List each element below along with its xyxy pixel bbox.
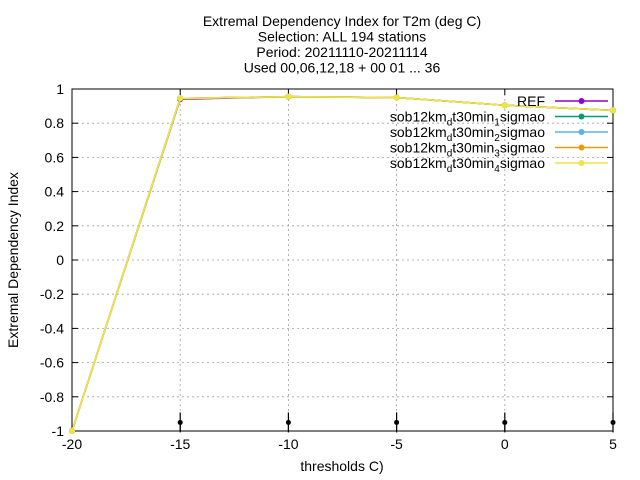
series-point-4 bbox=[177, 95, 184, 102]
y-tick-label: 0.6 bbox=[45, 149, 65, 165]
axes-labels: thresholds C) Extremal Dependency Index bbox=[5, 172, 384, 474]
series-lines bbox=[69, 93, 616, 434]
legend-label-4: sob12kmdt30min4sigmao bbox=[390, 155, 545, 175]
series-point-4 bbox=[285, 93, 292, 100]
x-tick-label: 5 bbox=[609, 436, 617, 452]
legend-label-0: REF bbox=[517, 93, 545, 109]
legend-sample-point-3 bbox=[578, 144, 585, 151]
legend-label-2: sob12kmdt30min2sigmao bbox=[390, 124, 545, 144]
legend: REFsob12kmdt30min1sigmaosob12kmdt30min2s… bbox=[390, 93, 608, 175]
y-tick-label: -0.6 bbox=[40, 355, 64, 371]
y-tick-label: -0.4 bbox=[40, 320, 64, 336]
x-tick-label: -15 bbox=[170, 436, 190, 452]
y-tick-label: 0 bbox=[56, 252, 64, 268]
x-tick-label: -10 bbox=[278, 436, 298, 452]
threshold-marker-point bbox=[610, 419, 616, 425]
title-line-3: Period: 20211110-20211114 bbox=[256, 44, 427, 60]
y-tick-label: 0.4 bbox=[45, 184, 65, 200]
y-tick-label: 0.2 bbox=[45, 218, 65, 234]
series-point-4 bbox=[393, 94, 400, 101]
title-line-2: Selection: ALL 194 stations bbox=[258, 29, 426, 45]
legend-sample-point-2 bbox=[578, 129, 585, 135]
y-tick-label: -0.8 bbox=[40, 389, 64, 405]
legend-sample-point-4 bbox=[578, 160, 585, 166]
series-point-4 bbox=[69, 428, 75, 434]
legend-sample-point-0 bbox=[578, 98, 585, 104]
legend-sample-point-1 bbox=[578, 113, 585, 120]
threshold-marker-point bbox=[502, 419, 508, 425]
y-tick-label: 1 bbox=[56, 81, 64, 97]
y-tick-label: -1 bbox=[52, 423, 65, 439]
grid-lines bbox=[72, 89, 613, 431]
x-axis-label: thresholds C) bbox=[300, 458, 383, 474]
y-tick-label: 0.8 bbox=[45, 115, 65, 131]
threshold-marker-point bbox=[394, 419, 400, 425]
legend-label-3: sob12kmdt30min3sigmao bbox=[390, 140, 545, 160]
title-line-1: Extremal Dependency Index for T2m (deg C… bbox=[203, 13, 481, 29]
series-line-4 bbox=[71, 95, 614, 432]
x-tick-label: -20 bbox=[62, 436, 82, 452]
chart-title: Extremal Dependency Index for T2m (deg C… bbox=[203, 13, 481, 76]
y-axis-label: Extremal Dependency Index bbox=[5, 172, 21, 348]
x-tick-label: -5 bbox=[390, 436, 403, 452]
threshold-marker-point bbox=[285, 419, 291, 425]
legend-label-1: sob12kmdt30min1sigmao bbox=[390, 109, 545, 129]
series-point-4 bbox=[610, 107, 616, 114]
axis-ticks: -20 -15 -10 -5 0 5 -1 -0.8 -0.6 -0.4 -0.2 0 0.2 0.4 0.… bbox=[40, 81, 617, 452]
threshold-markers bbox=[177, 412, 616, 433]
title-line-4: Used 00,06,12,18 + 00 01 ... 36 bbox=[244, 60, 441, 76]
x-tick-label: 0 bbox=[501, 436, 509, 452]
series-point-4 bbox=[501, 102, 508, 109]
threshold-marker-point bbox=[177, 419, 183, 425]
y-tick-label: -0.2 bbox=[40, 286, 64, 302]
